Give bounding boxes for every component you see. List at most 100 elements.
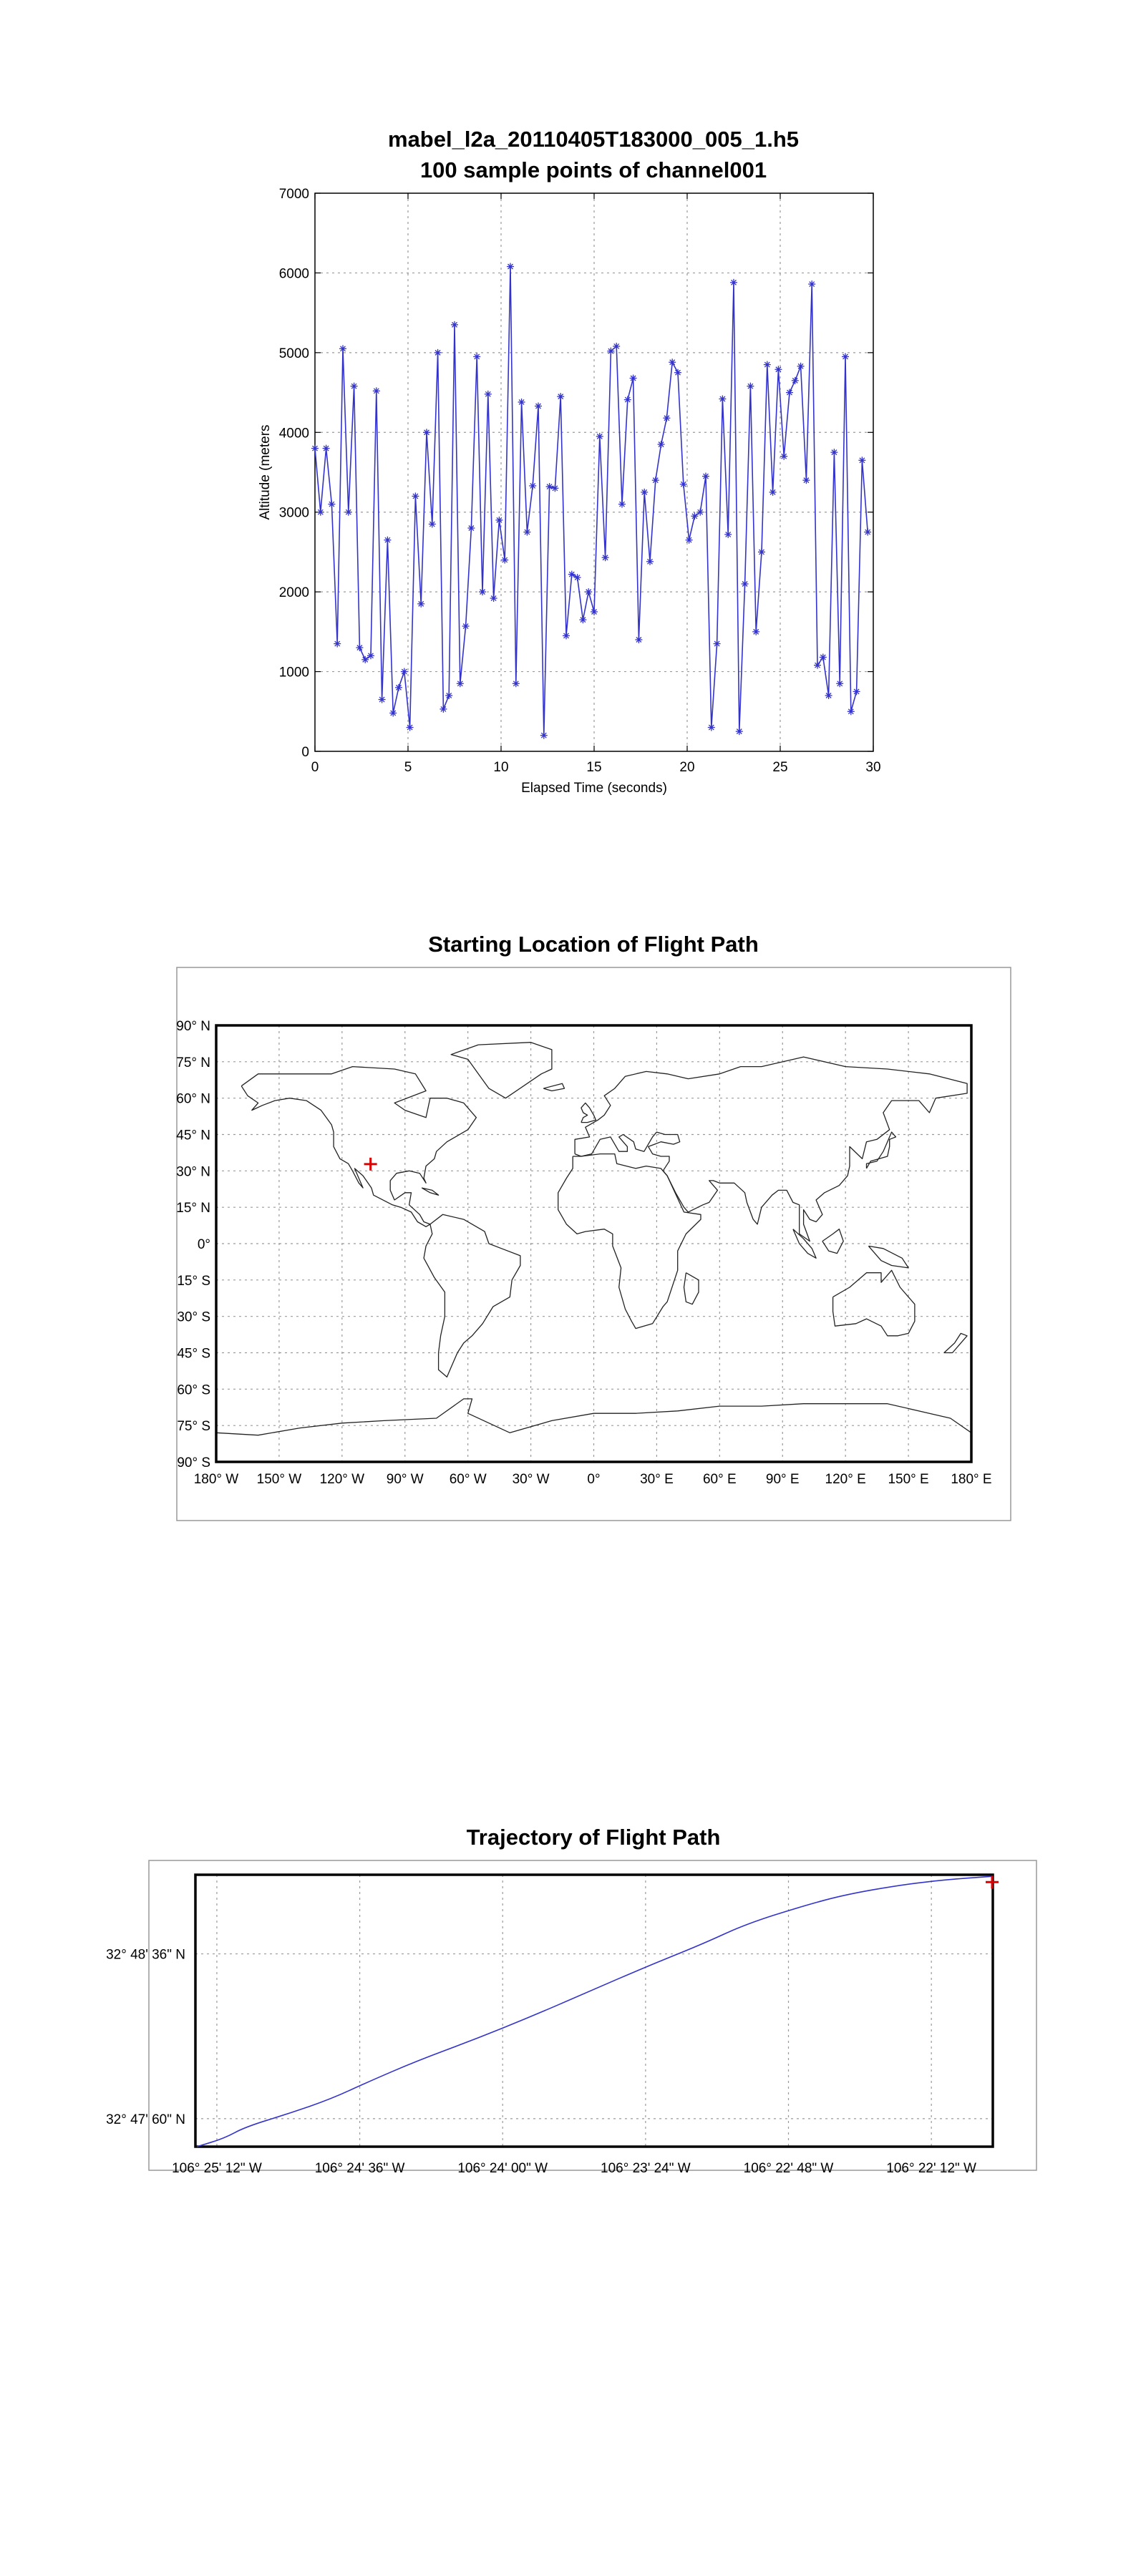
altitude-point [367,652,374,660]
altitude-point [674,369,681,376]
altitude-point [635,636,643,643]
longitude-tick-label: 30° W [513,1472,550,1487]
longitude-tick-label: 106° 25' 12" W [172,2161,262,2176]
altitude-point [339,345,346,353]
altitude-point [591,608,598,615]
y-tick-label: 2000 [279,585,309,600]
altitude-point [395,683,402,691]
trajectory-chart-frame [194,1873,994,2148]
altitude-point [445,692,453,699]
altitude-point [842,353,849,361]
altitude-point [316,508,324,516]
coastline [822,1229,844,1254]
altitude-series [311,263,872,739]
altitude-point [406,723,414,731]
altitude-point [328,500,336,508]
altitude-point [573,574,581,582]
altitude-chart-y-ticks: 0 1000 2000 3000 4000 5000 6000 7000 [279,187,873,760]
altitude-point [657,441,665,448]
x-tick-label: 15 [586,760,601,775]
altitude-point [713,640,721,648]
latitude-tick-label: 32° 48' 36" N [106,1948,185,1963]
coastline [832,1269,916,1337]
altitude-point [858,457,866,464]
altitude-point [814,661,821,669]
altitude-point [563,632,570,640]
longitude-tick-label: 150° E [888,1472,928,1487]
latitude-tick-label: 75° S [177,1419,210,1434]
altitude-chart-grid [315,193,873,751]
altitude-point [545,483,553,491]
altitude-point [596,432,603,440]
altitude-point [372,387,380,395]
altitude-point [344,508,352,516]
x-tick-label: 5 [404,760,412,775]
world-coastlines [215,1042,972,1436]
altitude-point [651,477,659,484]
altitude-point [579,616,587,624]
latitude-tick-label: 90° S [177,1455,210,1470]
latitude-tick-label: 30° S [177,1310,210,1325]
start-location-map-outer-frame [176,967,1011,1521]
altitude-point [758,548,765,556]
start-location-map-frame [215,1024,973,1463]
altitude-point [311,444,319,452]
y-tick-label: 0 [301,745,309,760]
longitude-tick-label: 60° W [450,1472,487,1487]
coastline [868,1245,909,1269]
latitude-tick-label: 75° N [176,1055,210,1070]
altitude-point [428,520,436,528]
altitude-point [462,623,470,630]
altitude-point [484,390,492,398]
coastline [450,1042,553,1099]
y-tick-label: 7000 [279,187,309,202]
trajectory-series [196,1875,999,2147]
altitude-point [702,472,709,480]
altitude-point [501,556,509,564]
trajectory-chart-x-ticks: 106° 25' 12" W 106° 24' 36" W 106° 24' 00"… [172,2161,976,2176]
start-location-map-grid [216,1025,971,1462]
altitude-point [735,728,743,736]
longitude-tick-label: 120° W [320,1472,365,1487]
altitude-point [752,628,760,635]
coastline [215,1398,972,1436]
altitude-point [663,414,671,422]
altitude-point [623,396,631,404]
altitude-point [685,536,693,544]
start-location-marker [364,1157,377,1171]
longitude-tick-label: 106° 24' 36" W [315,2161,405,2176]
altitude-chart-y-axis-label: Altitude (meters [258,424,273,519]
altitude-point [440,705,447,713]
altitude-point [646,557,654,565]
y-tick-label: 5000 [279,346,309,361]
x-tick-label: 30 [865,760,880,775]
coastline [865,1131,897,1169]
altitude-point [802,477,810,484]
start-location-marker-layer [364,1157,377,1171]
altitude-point [423,429,430,436]
altitude-point [618,500,626,508]
altitude-point [791,376,799,384]
altitude-point [679,480,687,488]
longitude-tick-label: 90° W [387,1472,424,1487]
latitude-tick-label: 90° N [176,1019,210,1034]
altitude-point [864,528,872,536]
coastline [423,1214,521,1378]
longitude-tick-label: 0° [587,1472,600,1487]
altitude-point [786,389,793,396]
altitude-point [400,668,408,675]
start-location-map-y-ticks: 90° N 75° N 60° N 45° N 30° N 15° N 0° 15° S 30°… [176,1019,210,1470]
trajectory-line [196,1875,992,2147]
longitude-tick-label: 106° 23' 24" W [601,2161,691,2176]
altitude-chart-x-ticks: 0 5 10 15 20 25 30 [311,193,881,775]
altitude-point [830,449,838,457]
latitude-tick-label: 45° S [177,1347,210,1362]
altitude-chart-title: mabel_l2a_20110405T183000_005_1.h5 [388,127,799,152]
altitude-point [378,696,386,703]
altitude-point [629,374,637,382]
altitude-point [361,655,369,663]
altitude-point [518,398,525,406]
x-tick-label: 10 [493,760,508,775]
y-tick-label: 6000 [279,266,309,281]
